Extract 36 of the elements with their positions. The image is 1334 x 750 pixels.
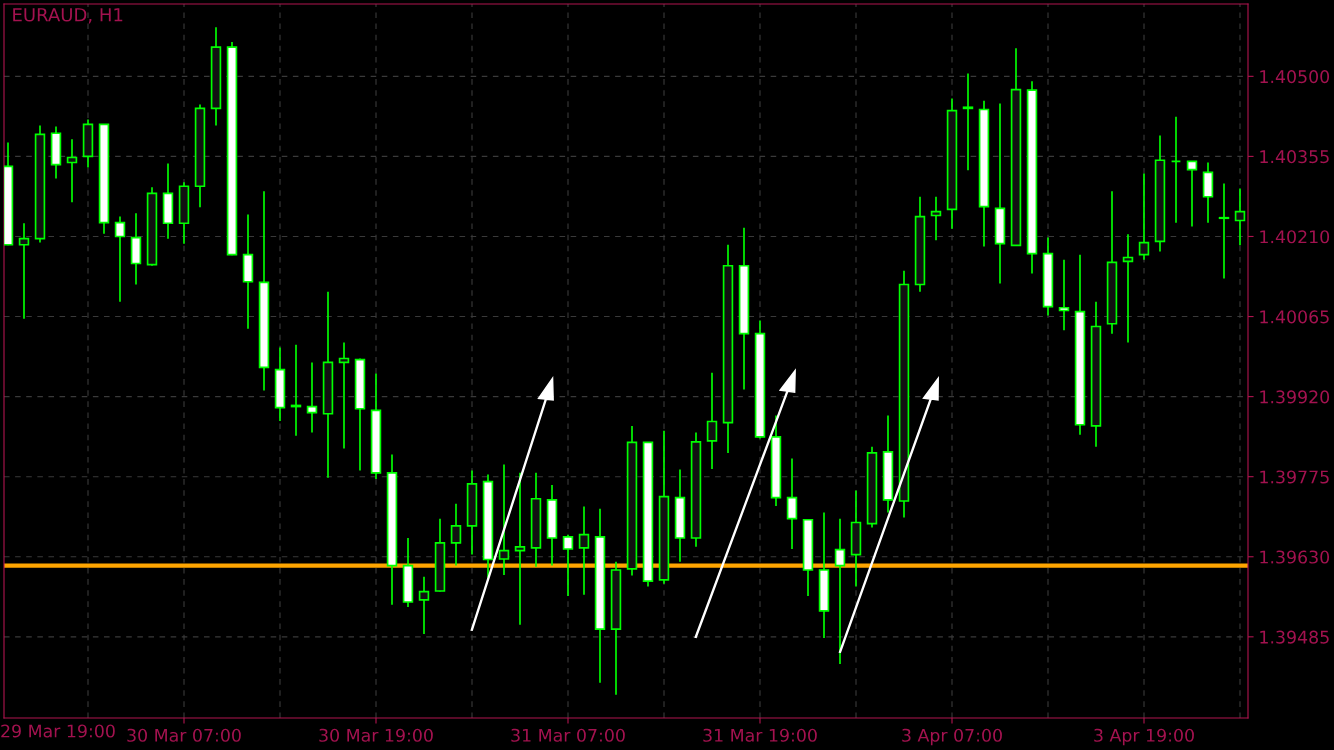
- y-tick-label: 1.39920: [1260, 390, 1330, 404]
- y-tick-label: 1.39775: [1260, 470, 1329, 484]
- candlestick: [418, 575, 430, 635]
- y-tick-label: 1.40210: [1260, 230, 1330, 244]
- candlestick: [706, 372, 718, 470]
- x-tick-label: 30 Mar 19:00: [319, 728, 433, 742]
- text: 29 Mar 19:00: [1, 724, 115, 738]
- candlestick: [498, 463, 510, 576]
- candlestick: [1058, 258, 1070, 332]
- candlestick: [18, 222, 30, 320]
- candlestick: [450, 502, 462, 567]
- candlestick: [306, 361, 318, 434]
- y-tick-label: 1.39485: [1260, 630, 1329, 644]
- candlestick: [514, 471, 526, 626]
- candlestick: [1122, 233, 1134, 344]
- y-tick-label: 1.40065: [1260, 310, 1329, 324]
- x-tick-label: 3 Apr 07:00: [902, 728, 1002, 746]
- y-tick-label: 1.40355: [1260, 150, 1329, 164]
- candlestick: [578, 505, 590, 596]
- candlestick: [1234, 187, 1246, 247]
- y-tick-label: 1.39630: [1260, 550, 1330, 564]
- candlestick: [338, 341, 350, 450]
- candlestick: [930, 195, 942, 242]
- candlestick: [114, 215, 126, 303]
- x-tick-label: 31 Mar 19:00: [703, 728, 817, 742]
- candlestick: [1218, 182, 1230, 280]
- candlestick: [786, 457, 798, 550]
- x-tick-label: 30 Mar 07:00: [127, 728, 241, 742]
- y-tick-label: 1.40500: [1260, 70, 1330, 84]
- candlestick: [1138, 172, 1150, 261]
- x-tick-label: 31 Mar 07:00: [511, 728, 625, 742]
- candlestick: [562, 533, 574, 597]
- candlestick: [66, 138, 78, 204]
- candlestick: [962, 72, 974, 172]
- x-tick-label: 3 Apr 19:00: [1094, 728, 1194, 746]
- chart-title: EURAUD, H1: [13, 8, 123, 24]
